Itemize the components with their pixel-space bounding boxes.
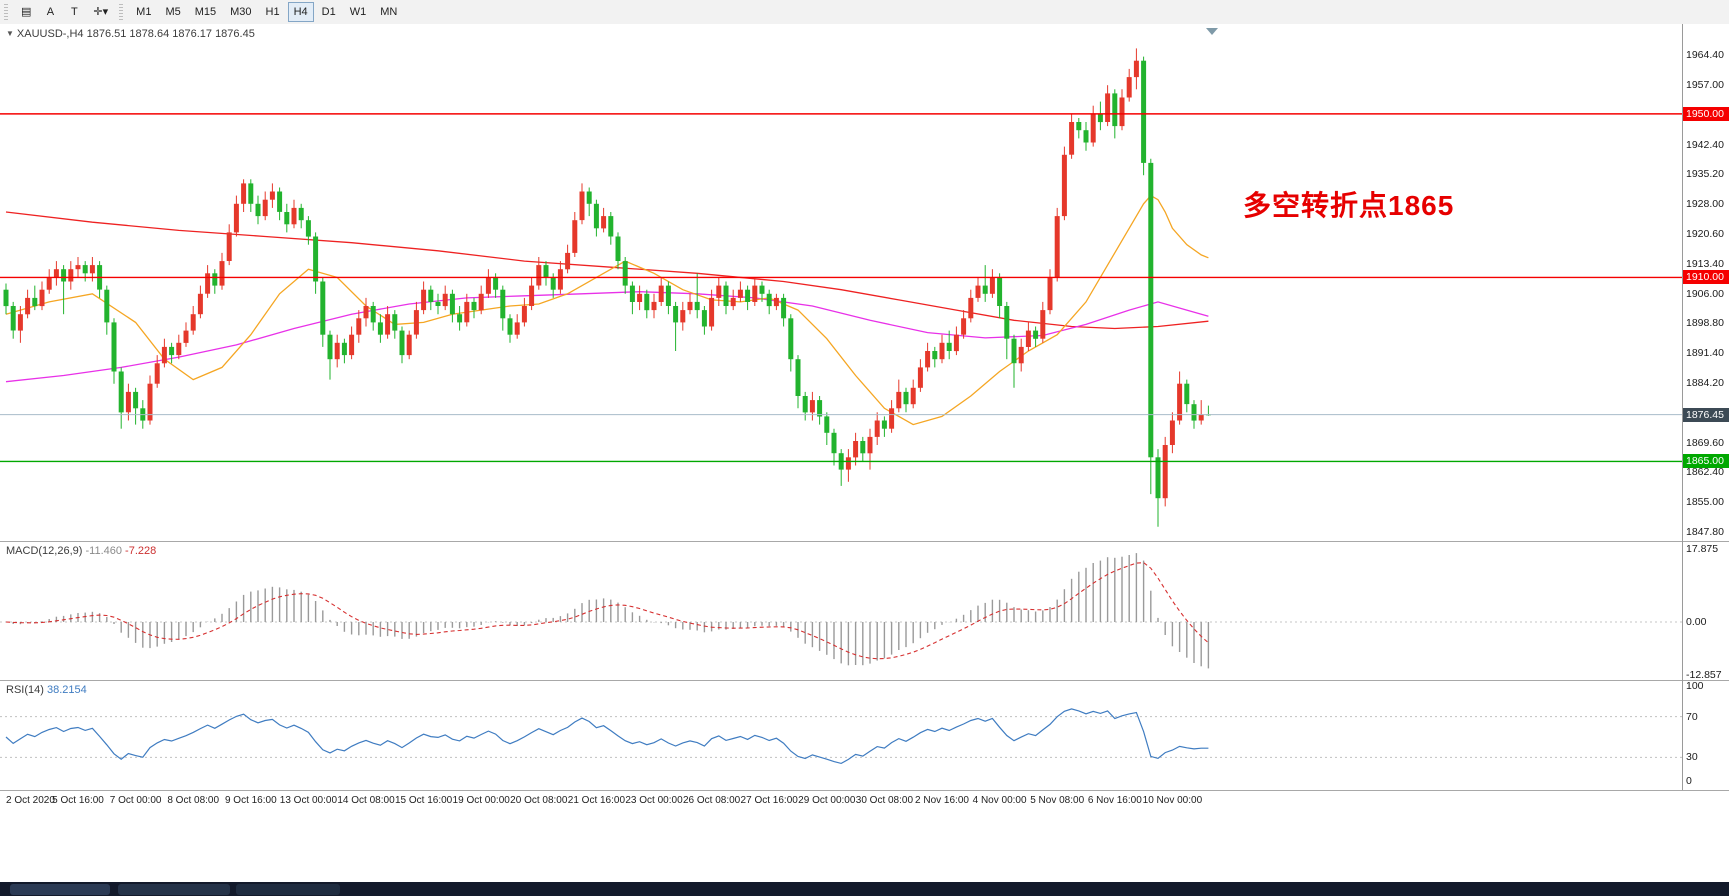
price-tick-label: 1913.40	[1686, 257, 1724, 270]
timeframe-m1-button[interactable]: M1	[130, 2, 157, 22]
price-tick-label: 1935.20	[1686, 168, 1724, 181]
toolbar-grip[interactable]	[4, 4, 8, 20]
price-tick-label: 1847.80	[1686, 525, 1724, 538]
toolbar: ▤ A T ✛▾ M1 M5 M15 M30 H1 H4 D1 W1 MN	[0, 0, 1729, 25]
rsi-tick-label: 100	[1686, 680, 1704, 692]
time-label: 2 Oct 2020	[6, 795, 55, 806]
price-label-1950.00: 1950.00	[1683, 106, 1729, 121]
crosshair-dropdown-button[interactable]: ✛▾	[87, 2, 114, 22]
macd-tick-label: 0.00	[1686, 616, 1707, 628]
rsi-title: RSI(14) 38.2154	[6, 684, 87, 696]
macd-indicator-name: MACD(12,26,9)	[6, 545, 83, 557]
chart-shift-marker[interactable]	[1206, 28, 1218, 35]
time-label: 5 Nov 08:00	[1030, 795, 1085, 806]
time-label: 27 Oct 16:00	[740, 795, 798, 806]
macd-title: MACD(12,26,9) -11.460 -7.228	[6, 545, 156, 557]
taskbar-item[interactable]	[118, 884, 230, 895]
time-label: 19 Oct 00:00	[452, 795, 510, 806]
time-label: 13 Oct 00:00	[279, 795, 338, 806]
rsi-tick-label: 70	[1686, 710, 1698, 723]
timeframe-h4-button[interactable]: H4	[287, 2, 314, 22]
price-axis[interactable]: 1964.40 1957.00 1942.40 1935.20 1928.00 1920.…	[1683, 24, 1729, 814]
macd-signal-line	[5, 562, 1209, 660]
taskbar	[0, 882, 1729, 896]
ohlc-values: 1876.51 1878.64 1876.17 1876.45	[86, 28, 255, 40]
panel-separator[interactable]	[0, 680, 1729, 681]
macd-main-value: -11.460	[85, 545, 122, 557]
price-tick-label: 1942.40	[1686, 138, 1724, 151]
taskbar-item[interactable]	[10, 884, 110, 895]
candles-layer	[3, 48, 1211, 527]
price-tick-label: 1898.80	[1686, 317, 1724, 330]
time-label: 2 Nov 16:00	[915, 795, 969, 806]
time-label: 14 Oct 08:00	[337, 795, 395, 806]
price-tick-label: 1920.60	[1686, 228, 1724, 241]
rsi-line	[5, 708, 1209, 765]
rsi-tick-label: 30	[1686, 751, 1698, 764]
price-tick-label: 1957.00	[1686, 79, 1724, 92]
panel-separator[interactable]	[0, 541, 1729, 542]
price-chart-plot[interactable]	[0, 24, 1682, 541]
price-tick-label: 1862.40	[1686, 466, 1724, 479]
template-button[interactable]: T	[63, 2, 85, 22]
time-label: 26 Oct 08:00	[682, 795, 741, 806]
toolbar-grip[interactable]	[119, 4, 124, 20]
timeframe-h1-button[interactable]: H1	[260, 2, 286, 22]
price-axis-border	[1682, 24, 1683, 790]
chart-title: ▼ XAUUSD-,H4 1876.51 1878.64 1876.17 1876…	[6, 28, 255, 40]
rsi-value: 38.2154	[46, 684, 87, 696]
chart-list-button[interactable]: ▤	[15, 2, 37, 22]
ma-slow-line	[5, 211, 1209, 330]
current-price-label: 1876.45	[1683, 407, 1729, 422]
macd-tick-label: -12.857	[1686, 668, 1722, 681]
macd-histogram	[12, 553, 1210, 669]
macd-tick-label: 17.875	[1686, 542, 1719, 555]
price-tick-label: 1855.00	[1686, 496, 1724, 509]
collapse-arrow-icon[interactable]: ▼	[6, 29, 14, 38]
macd-panel-plot[interactable]	[0, 542, 1682, 680]
price-tick-label: 1906.00	[1686, 287, 1724, 300]
time-label: 15 Oct 16:00	[394, 795, 453, 806]
rsi-indicator-name: RSI(14)	[6, 684, 44, 696]
rsi-panel-plot[interactable]	[0, 681, 1682, 790]
rsi-tick-label: 0	[1686, 775, 1692, 787]
price-label-1865.00: 1865.00	[1683, 454, 1729, 469]
price-tick-label: 1928.00	[1686, 197, 1724, 210]
time-label: 21 Oct 16:00	[567, 795, 626, 806]
panel-separator	[0, 790, 1729, 791]
timeframe-d1-button[interactable]: D1	[316, 2, 342, 22]
price-tick-label: 1891.40	[1686, 347, 1724, 360]
time-label: 20 Oct 08:00	[510, 795, 568, 806]
timeframe-m30-button[interactable]: M30	[224, 2, 257, 22]
chart-annotation: 多空转折点1865	[1243, 190, 1455, 221]
taskbar-item[interactable]	[236, 884, 340, 895]
time-label: 7 Oct 00:00	[109, 795, 162, 806]
timeframe-m15-button[interactable]: M15	[189, 2, 222, 22]
time-axis[interactable]: 2 Oct 2020 5 Oct 16:00 7 Oct 00:00 8 Oct 08…	[0, 791, 1729, 811]
time-label: 4 Nov 00:00	[972, 795, 1027, 806]
time-label: 5 Oct 16:00	[52, 795, 104, 806]
timeframe-m5-button[interactable]: M5	[159, 2, 186, 22]
time-label: 8 Oct 08:00	[167, 795, 220, 806]
timeframe-mn-button[interactable]: MN	[374, 2, 403, 22]
time-label: 29 Oct 00:00	[798, 795, 856, 806]
time-label: 6 Nov 16:00	[1087, 795, 1142, 806]
price-tick-label: 1869.60	[1686, 436, 1724, 449]
symbol-title: XAUUSD-,H4	[16, 28, 84, 40]
time-label: 9 Oct 16:00	[224, 795, 277, 806]
time-label: 10 Nov 00:00	[1142, 795, 1203, 806]
timeframe-toolbar: M1 M5 M15 M30 H1 H4 D1 W1 MN	[129, 2, 404, 22]
time-label: 23 Oct 00:00	[625, 795, 683, 806]
chart-window[interactable]: ▼ XAUUSD-,H4 1876.51 1878.64 1876.17 1876…	[0, 24, 1729, 882]
price-tick-label: 1964.40	[1686, 48, 1724, 61]
price-tick-label: 1884.20	[1686, 376, 1724, 389]
price-label-1910.00: 1910.00	[1683, 270, 1729, 285]
ma-fast-line	[5, 194, 1209, 426]
time-label: 30 Oct 08:00	[855, 795, 914, 806]
timeframe-w1-button[interactable]: W1	[344, 2, 373, 22]
macd-signal-value: -7.228	[125, 545, 157, 557]
toolbar-tools: ▤ A T ✛▾	[14, 2, 115, 22]
text-annotation-button[interactable]: A	[39, 2, 61, 22]
